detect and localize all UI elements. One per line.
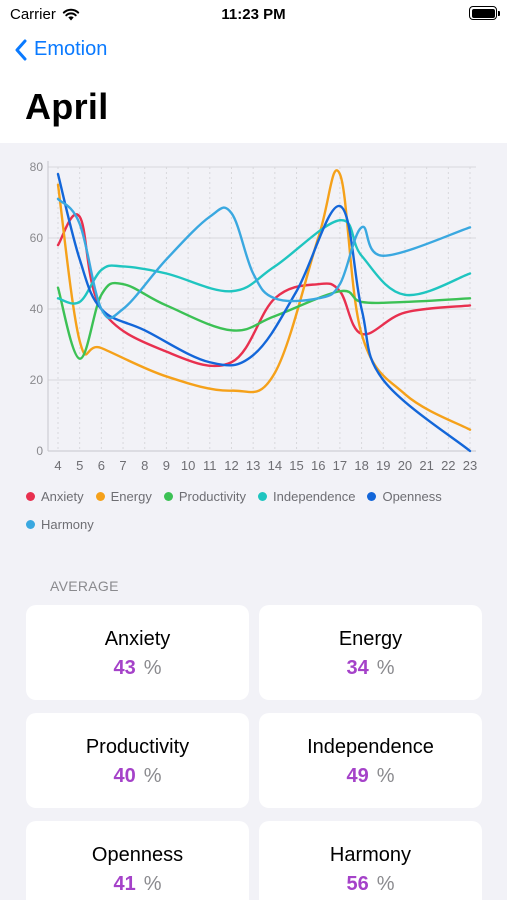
- percent-sign: %: [376, 765, 395, 787]
- status-time: 11:23 PM: [221, 6, 286, 23]
- card-value: 49: [346, 765, 369, 787]
- legend-item-harmony: Harmony: [26, 516, 94, 532]
- legend-label: Harmony: [41, 516, 94, 532]
- x-tick-label: 17: [333, 458, 347, 473]
- percent-sign: %: [143, 657, 162, 679]
- legend-label: Productivity: [178, 488, 247, 504]
- x-tick-label: 14: [268, 458, 282, 473]
- average-card-independence: Independence 49%: [259, 713, 482, 808]
- x-tick-label: 10: [181, 458, 195, 473]
- card-title: Independence: [307, 736, 434, 758]
- legend-label: Independence: [273, 488, 356, 504]
- average-card-productivity: Productivity 40%: [26, 713, 249, 808]
- x-tick-label: 21: [419, 458, 433, 473]
- x-tick-label: 22: [441, 458, 455, 473]
- legend-item-productivity: Productivity: [163, 488, 247, 504]
- legend-dot: [367, 491, 377, 501]
- back-button[interactable]: Emotion: [14, 38, 107, 61]
- legend-item-anxiety: Anxiety: [26, 488, 84, 504]
- legend-label: Openness: [382, 488, 442, 504]
- y-tick-label: 40: [30, 302, 44, 316]
- x-tick-label: 20: [398, 458, 412, 473]
- header: Carrier 11:23 PM Emotion April: [0, 0, 507, 143]
- x-tick-label: 8: [141, 458, 148, 473]
- x-tick-label: 5: [76, 458, 83, 473]
- x-tick-label: 18: [354, 458, 368, 473]
- card-title: Productivity: [85, 736, 190, 758]
- carrier: Carrier: [10, 6, 80, 23]
- legend-dot: [95, 491, 105, 501]
- carrier-label: Carrier: [10, 6, 56, 23]
- series-line-harmony: [56, 197, 472, 320]
- legend-item-openness: Openness: [367, 488, 442, 504]
- card-title: Energy: [338, 628, 403, 650]
- card-title: Openness: [91, 844, 184, 866]
- x-tick-label: 7: [119, 458, 126, 473]
- x-tick-label: 13: [246, 458, 260, 473]
- percent-sign: %: [376, 657, 395, 679]
- page-title: April: [25, 86, 109, 127]
- series-line-anxiety: [56, 213, 472, 368]
- legend-label: Anxiety: [41, 488, 84, 504]
- percent-sign: %: [376, 873, 395, 895]
- x-tick-label: 23: [463, 458, 477, 473]
- x-tick-label: 11: [203, 458, 217, 473]
- legend-item-independence: Independence: [258, 488, 355, 504]
- x-tick-label: 12: [224, 458, 238, 473]
- percent-sign: %: [143, 765, 162, 787]
- percent-sign: %: [143, 873, 162, 895]
- legend-dot: [258, 491, 268, 501]
- battery-icon: [469, 6, 500, 20]
- x-tick-label: 16: [311, 458, 325, 473]
- legend-dot: [26, 519, 35, 529]
- x-tick-label: 15: [289, 458, 303, 473]
- card-value: 41: [113, 873, 136, 895]
- legend-dot: [26, 491, 35, 501]
- series-line-openness: [56, 172, 472, 453]
- legend-label: Energy: [110, 488, 152, 504]
- card-title: Harmony: [329, 844, 412, 866]
- x-tick-label: 6: [98, 458, 105, 473]
- y-tick-label: 80: [30, 160, 44, 174]
- x-tick-label: 19: [376, 458, 390, 473]
- average-card-openness: Openness 41%: [26, 821, 249, 900]
- card-value: 43: [113, 657, 136, 679]
- average-card-anxiety: Anxiety 43%: [26, 605, 249, 700]
- y-tick-label: 60: [30, 231, 44, 245]
- back-label: Emotion: [34, 38, 108, 60]
- wifi-icon: [62, 8, 80, 21]
- series-line-independence: [56, 219, 472, 305]
- legend-dot: [163, 491, 173, 501]
- x-tick-label: 9: [163, 458, 170, 473]
- y-tick-label: 20: [30, 373, 44, 387]
- series-line-productivity: [56, 281, 472, 360]
- average-card-energy: Energy 34%: [259, 605, 482, 700]
- average-card-harmony: Harmony 56%: [259, 821, 482, 900]
- card-value: 34: [346, 657, 369, 679]
- status-bar: Carrier 11:23 PM: [0, 0, 507, 30]
- line-chart: 0 20 40 60 80 4 5 6 7 8 9 10 11 12 13 14 15 16 17 18 19 20 21 2…: [24, 157, 484, 473]
- y-tick-label: 0: [36, 444, 43, 458]
- card-title: Anxiety: [104, 628, 171, 650]
- legend-item-energy: Energy: [95, 488, 152, 504]
- series-line-energy: [56, 169, 472, 431]
- chart-legend: Anxiety Energy Productivity Independence Ope…: [26, 488, 496, 532]
- card-value: 56: [346, 873, 369, 895]
- card-value: 40: [113, 765, 136, 787]
- x-tick-label: 4: [54, 458, 61, 473]
- chevron-left-icon: [15, 39, 27, 60]
- average-section-label: AVERAGE: [50, 578, 119, 594]
- emotion-chart: 0 20 40 60 80 4 5 6 7 8 9 10 11 12 13 14 15 16 17 18 19 20 21 2…: [0, 143, 507, 538]
